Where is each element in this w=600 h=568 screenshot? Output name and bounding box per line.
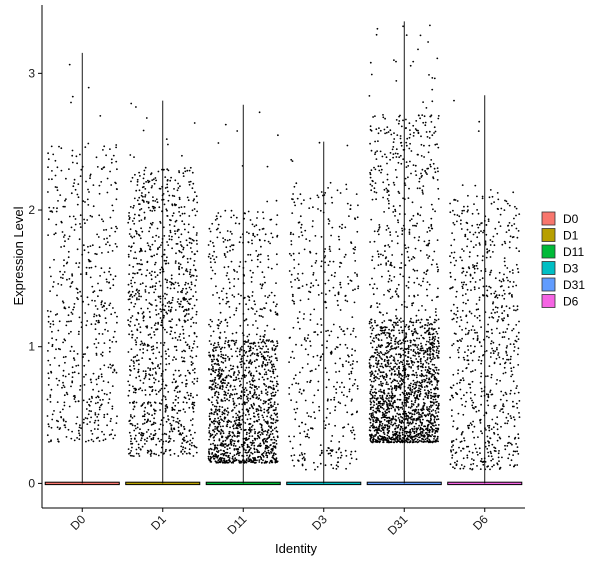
points-D1 bbox=[127, 102, 199, 457]
legend-label: D11 bbox=[563, 245, 584, 259]
legend-swatch bbox=[541, 228, 556, 242]
violin-D6 bbox=[447, 95, 523, 486]
y-tick-label: 3 bbox=[28, 66, 35, 80]
x-tick-label: D6 bbox=[470, 512, 491, 533]
legend-label: D3 bbox=[563, 262, 579, 276]
points-D31 bbox=[368, 24, 440, 444]
y-tick-label: 2 bbox=[28, 203, 35, 217]
violin-D31 bbox=[366, 21, 442, 486]
legend-item-D31: D31 bbox=[541, 277, 585, 292]
y-tick-label: 0 bbox=[28, 476, 35, 490]
legend-swatch bbox=[541, 261, 556, 275]
legend-item-D0: D0 bbox=[541, 211, 579, 226]
legend-swatch bbox=[541, 277, 556, 292]
legend-label: D31 bbox=[563, 278, 585, 292]
x-tick: D11 bbox=[225, 508, 250, 537]
violin-D3 bbox=[286, 141, 362, 486]
y-tick: 1 bbox=[28, 340, 42, 354]
x-tick-label: D0 bbox=[68, 512, 89, 533]
x-tick-label: D3 bbox=[309, 512, 330, 533]
x-tick: D0 bbox=[68, 508, 89, 533]
legend-label: D0 bbox=[563, 212, 579, 226]
legend-swatch bbox=[541, 294, 556, 308]
points-D6 bbox=[449, 99, 521, 471]
x-tick: D6 bbox=[470, 508, 491, 533]
x-axis-ticks: D0 D1 D11 D3 D31 D6 bbox=[68, 508, 491, 538]
legend-item-D11: D11 bbox=[541, 244, 584, 259]
x-tick: D31 bbox=[385, 508, 411, 538]
points-D0 bbox=[46, 63, 118, 443]
points-D3 bbox=[288, 141, 360, 471]
legend-swatch bbox=[541, 244, 556, 259]
y-axis-ticks: 0 1 2 3 bbox=[28, 66, 42, 490]
y-tick: 2 bbox=[28, 203, 42, 217]
points-D11 bbox=[207, 111, 279, 464]
jitter-points bbox=[46, 24, 521, 471]
x-tick-label: D11 bbox=[225, 512, 250, 537]
legend-item-D6: D6 bbox=[541, 294, 579, 309]
legend-item-D3: D3 bbox=[541, 261, 579, 276]
x-tick: D1 bbox=[148, 508, 169, 533]
y-axis-title: Expression Level bbox=[11, 206, 26, 305]
x-axis-title: Identity bbox=[275, 541, 317, 556]
legend-item-D1: D1 bbox=[541, 228, 579, 243]
y-tick: 3 bbox=[28, 66, 42, 80]
violin-D1 bbox=[125, 100, 201, 486]
violin-layer bbox=[44, 21, 523, 486]
x-tick-label: D1 bbox=[148, 512, 169, 533]
legend-label: D1 bbox=[563, 229, 579, 243]
y-tick: 0 bbox=[28, 476, 42, 490]
legend: D0 D1 D11 D3 D31 D6 bbox=[541, 211, 585, 309]
y-tick-label: 1 bbox=[28, 340, 35, 354]
x-tick-label: D31 bbox=[385, 512, 411, 538]
violin-D11 bbox=[205, 104, 281, 486]
violin-D0 bbox=[44, 52, 120, 486]
legend-label: D6 bbox=[563, 295, 579, 309]
legend-swatch bbox=[541, 211, 556, 226]
x-tick: D3 bbox=[309, 508, 330, 533]
